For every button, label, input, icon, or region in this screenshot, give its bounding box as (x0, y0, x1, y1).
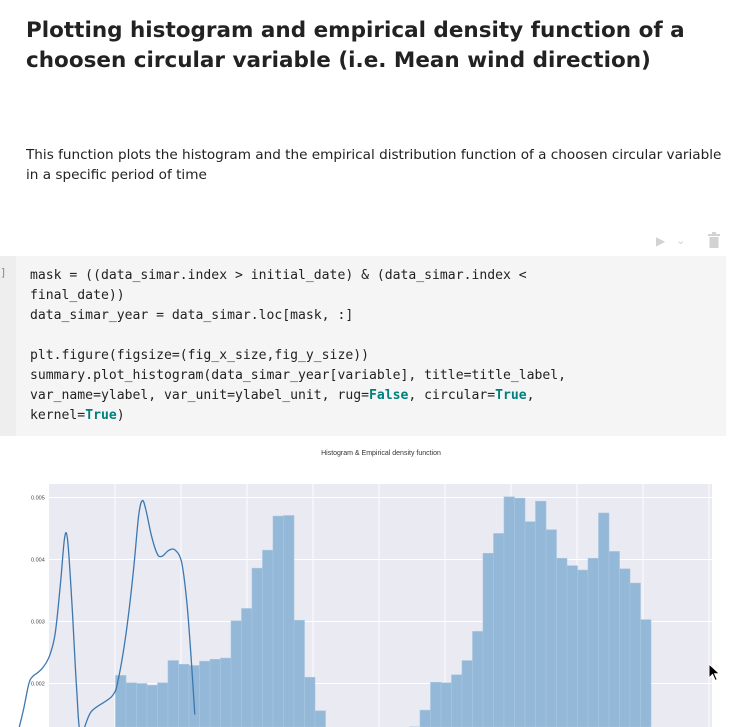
histogram-bar (461, 660, 473, 727)
histogram-bar (293, 619, 305, 727)
cell-prompt-bar[interactable] (0, 256, 16, 436)
histogram-bar (619, 568, 631, 727)
code-line-8: kernel=True) (30, 408, 125, 423)
histogram-bar (587, 557, 599, 727)
histogram-chart: 0.005 0.004 0.003 0.002 Histogram & Empirica… (18, 450, 712, 727)
histogram-bar (608, 551, 620, 727)
histogram-bar (125, 682, 137, 727)
keyword-true: True (495, 388, 527, 403)
kde-line (18, 499, 196, 727)
histogram-bar (230, 620, 242, 727)
histogram-bar (545, 529, 557, 727)
histogram-bar (136, 683, 148, 727)
histogram-bar (535, 500, 547, 727)
code-line-5: plt.figure(figsize=(fig_x_size,fig_y_siz… (30, 348, 369, 363)
code-line-1: mask = ((data_simar.index > initial_date… (30, 268, 527, 283)
histogram-bar (482, 553, 494, 727)
histogram-bar (566, 565, 578, 727)
histogram-bar (629, 582, 641, 727)
histogram-bar (472, 631, 484, 727)
cell-prompt: ] (0, 266, 7, 279)
section-heading: Plotting histogram and empirical density… (26, 18, 685, 73)
histogram-bar (598, 512, 610, 727)
keyword-true: True (85, 408, 117, 423)
histogram-bar (262, 549, 274, 727)
y-tick-label: 0.002 (31, 682, 45, 688)
histogram-bar (640, 619, 652, 727)
histogram-bar (451, 674, 463, 727)
histogram-bar (272, 515, 284, 727)
section-description: This function plots the histogram and th… (26, 147, 722, 183)
code-cell[interactable]: mask = ((data_simar.index > initial_date… (16, 256, 726, 436)
code-line-7: var_name=ylabel, var_unit=ylabel_unit, r… (30, 388, 535, 403)
y-tick-label: 0.005 (31, 496, 45, 502)
trash-icon[interactable] (708, 232, 720, 253)
histogram-bar (157, 682, 169, 727)
histogram-bar (514, 497, 526, 727)
histogram-bar (493, 533, 505, 727)
run-icon[interactable]: ▶ (656, 234, 666, 248)
code-line-3: data_simar_year = data_simar.loc[mask, :… (30, 308, 354, 323)
mouse-cursor-icon (708, 663, 721, 682)
histogram-bar (419, 709, 431, 727)
keyword-false: False (368, 388, 409, 403)
histogram-bar (440, 682, 452, 727)
code-line-6: summary.plot_histogram(data_simar_year[v… (30, 368, 567, 383)
histogram-bar (199, 660, 211, 727)
histogram-bar (503, 496, 515, 727)
histogram-bar (524, 521, 536, 727)
histogram-bar (146, 685, 158, 727)
histogram-bar (209, 659, 221, 727)
code-editor[interactable]: mask = ((data_simar.index > initial_date… (16, 256, 726, 426)
chart-title: Histogram & Empirical density function (321, 450, 441, 457)
code-line-2: final_date)) (30, 288, 125, 303)
y-tick-label: 0.004 (31, 558, 45, 564)
histogram-bar (167, 660, 179, 727)
y-tick-label: 0.003 (31, 620, 45, 626)
chevron-down-icon[interactable]: ⌄ (676, 235, 686, 247)
cell-toolbar: ▶ ⌄ (654, 232, 728, 250)
histogram-bar (304, 677, 316, 727)
histogram-bar (556, 557, 568, 727)
histogram-bar (178, 663, 190, 727)
histogram-bar (220, 657, 232, 727)
histogram-bar (241, 608, 253, 727)
histogram-bar (430, 681, 442, 727)
histogram-bar (314, 710, 326, 727)
histogram-bar (251, 567, 263, 727)
histogram-bar (283, 515, 295, 727)
histogram-bar (577, 569, 589, 727)
